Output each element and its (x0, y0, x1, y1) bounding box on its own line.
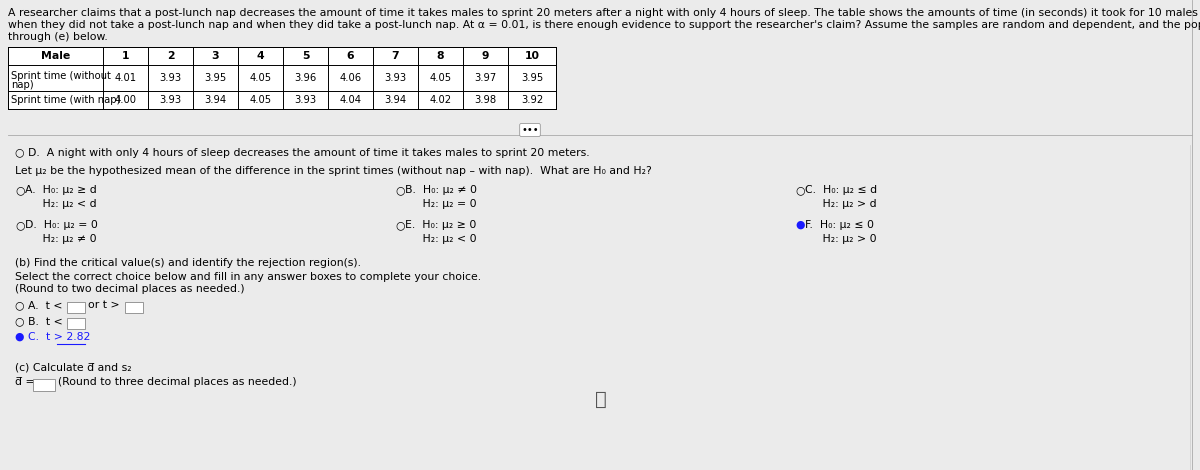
Text: through (e) below.: through (e) below. (8, 32, 108, 42)
Text: 6: 6 (347, 51, 354, 61)
Text: Male: Male (41, 51, 70, 61)
Text: 3.94: 3.94 (384, 95, 407, 105)
Text: C.  H₀: μ₂ ≤ d: C. H₀: μ₂ ≤ d (805, 185, 877, 195)
Text: 3: 3 (211, 51, 220, 61)
Text: 4.05: 4.05 (250, 73, 271, 83)
Text: ○: ○ (395, 185, 404, 195)
Text: 4.05: 4.05 (430, 73, 451, 83)
Text: H₂: μ₂ < 0: H₂: μ₂ < 0 (406, 234, 476, 244)
Text: ● C.  t > 2.82: ● C. t > 2.82 (14, 332, 90, 342)
Text: Select the correct choice below and fill in any answer boxes to complete your ch: Select the correct choice below and fill… (14, 272, 481, 282)
Text: Let μ₂ be the hypothesized mean of the difference in the sprint times (without n: Let μ₂ be the hypothesized mean of the d… (14, 166, 652, 176)
Text: H₂: μ₂ ≠ 0: H₂: μ₂ ≠ 0 (25, 234, 97, 244)
Text: E.  H₀: μ₂ ≥ 0: E. H₀: μ₂ ≥ 0 (406, 220, 476, 230)
Text: H₂: μ₂ < d: H₂: μ₂ < d (25, 199, 97, 209)
Text: Sprint time (with nap): Sprint time (with nap) (11, 95, 120, 105)
Text: ○ B.  t <: ○ B. t < (14, 316, 62, 326)
Text: ○: ○ (796, 185, 804, 195)
Text: d̅ =: d̅ = (14, 377, 35, 387)
Text: 3.93: 3.93 (160, 73, 181, 83)
Text: 2: 2 (167, 51, 174, 61)
Text: Sprint time (without: Sprint time (without (11, 71, 110, 81)
Bar (125, 302, 143, 313)
Text: ○: ○ (14, 220, 24, 230)
Text: 4.01: 4.01 (114, 73, 137, 83)
Text: 9: 9 (481, 51, 490, 61)
Text: ○: ○ (395, 220, 404, 230)
Text: 4.04: 4.04 (340, 95, 361, 105)
Text: 3.98: 3.98 (474, 95, 497, 105)
Text: •••: ••• (521, 125, 539, 135)
Bar (8, 47, 556, 109)
Text: ○ A.  t <: ○ A. t < (14, 300, 62, 310)
Text: H₂: μ₂ > 0: H₂: μ₂ > 0 (805, 234, 877, 244)
Text: ○: ○ (14, 185, 24, 195)
Text: (Round to two decimal places as needed.): (Round to two decimal places as needed.) (14, 284, 245, 294)
Text: A researcher claims that a post-lunch nap decreases the amount of time it takes : A researcher claims that a post-lunch na… (8, 8, 1200, 18)
Text: 4.06: 4.06 (340, 73, 361, 83)
Text: 3.93: 3.93 (294, 95, 317, 105)
Text: 3.95: 3.95 (204, 73, 227, 83)
Text: B.  H₀: μ₂ ≠ 0: B. H₀: μ₂ ≠ 0 (406, 185, 478, 195)
Text: ○ D.  A night with only 4 hours of sleep decreases the amount of time it takes m: ○ D. A night with only 4 hours of sleep … (14, 148, 589, 158)
Text: 3.95: 3.95 (521, 73, 544, 83)
Text: 8: 8 (437, 51, 444, 61)
Text: A.  H₀: μ₂ ≥ d: A. H₀: μ₂ ≥ d (25, 185, 97, 195)
Text: 4.05: 4.05 (250, 95, 271, 105)
Text: 4.02: 4.02 (430, 95, 451, 105)
Text: 10: 10 (524, 51, 540, 61)
Text: (Round to three decimal places as needed.): (Round to three decimal places as needed… (58, 377, 296, 387)
Bar (67, 318, 85, 329)
Text: when they did not take a post-lunch nap and when they did take a post-lunch nap.: when they did not take a post-lunch nap … (8, 20, 1200, 30)
Text: (c) Calculate d̅ and s₂: (c) Calculate d̅ and s₂ (14, 362, 132, 372)
Text: D.  H₀: μ₂ = 0: D. H₀: μ₂ = 0 (25, 220, 98, 230)
Bar (34, 379, 55, 391)
Bar (67, 302, 85, 313)
Text: 1: 1 (121, 51, 130, 61)
Text: 3.94: 3.94 (204, 95, 227, 105)
Text: 3.97: 3.97 (474, 73, 497, 83)
Text: 3.92: 3.92 (521, 95, 544, 105)
Text: nap): nap) (11, 80, 34, 90)
Text: H₂: μ₂ > d: H₂: μ₂ > d (805, 199, 877, 209)
Text: H₂: μ₂ = 0: H₂: μ₂ = 0 (406, 199, 476, 209)
Text: 3.93: 3.93 (160, 95, 181, 105)
Text: 3.93: 3.93 (384, 73, 407, 83)
Text: or t >: or t > (88, 300, 120, 310)
Text: 5: 5 (301, 51, 310, 61)
Text: 3.96: 3.96 (294, 73, 317, 83)
Text: (b) Find the critical value(s) and identify the rejection region(s).: (b) Find the critical value(s) and ident… (14, 258, 361, 268)
Text: ●: ● (796, 220, 804, 230)
Text: ⮡: ⮡ (595, 390, 607, 409)
Text: 4: 4 (257, 51, 264, 61)
Text: F.  H₀: μ₂ ≤ 0: F. H₀: μ₂ ≤ 0 (805, 220, 874, 230)
Text: 4.00: 4.00 (114, 95, 137, 105)
Text: 7: 7 (391, 51, 400, 61)
